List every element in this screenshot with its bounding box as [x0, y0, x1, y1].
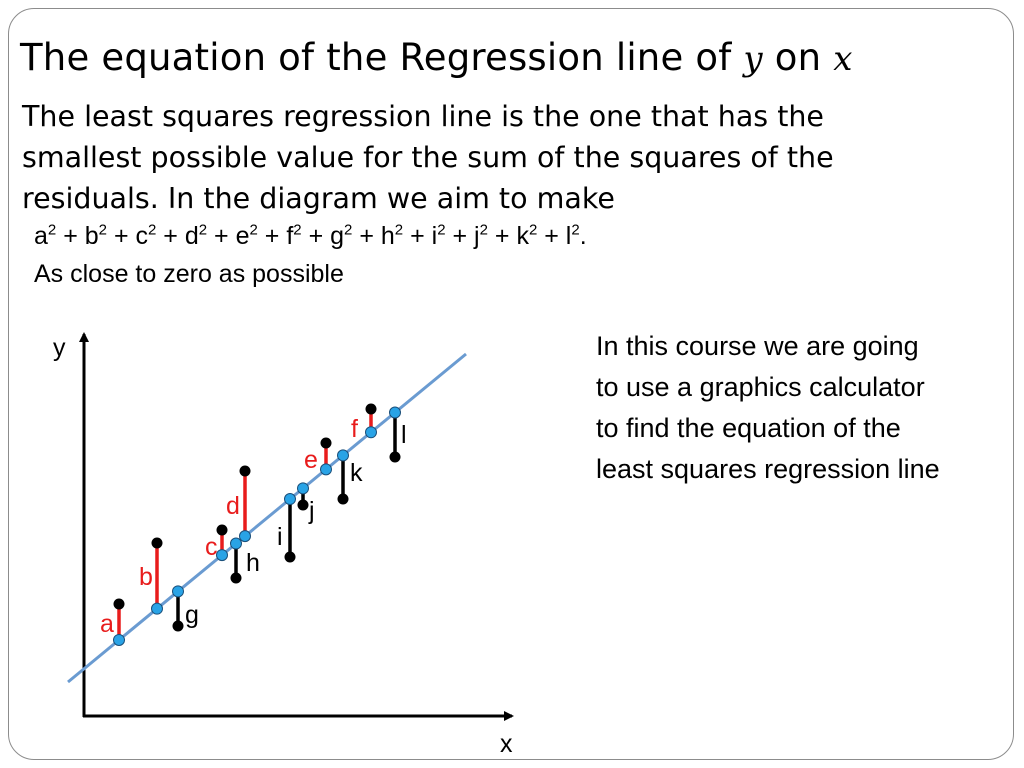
- formula-term-a: a2: [34, 221, 57, 250]
- intro-line-2: smallest possible value for the sum of t…: [22, 141, 834, 174]
- data-point-k: [337, 493, 349, 505]
- formula-term-i: i2: [431, 221, 446, 250]
- slide-frame: [8, 8, 1014, 760]
- slide-title: The equation of the Regression line of y…: [20, 36, 1010, 79]
- fitted-point-j: [297, 482, 309, 495]
- data-point-d: [239, 465, 251, 477]
- formula-term-d: d2: [184, 221, 208, 250]
- formula-term-g: g2: [330, 221, 353, 250]
- residual-label-j: j: [308, 497, 315, 525]
- fitted-point-b: [151, 602, 163, 615]
- regression-line: [67, 352, 467, 684]
- formula-plus: +: [257, 222, 287, 250]
- data-point-b: [151, 537, 163, 549]
- data-point-f: [365, 403, 377, 415]
- formula-power: 2: [249, 221, 258, 239]
- fitted-point-a: [113, 633, 125, 646]
- fitted-point-d: [239, 530, 251, 543]
- data-point-i: [284, 551, 296, 563]
- formula-power: 2: [344, 221, 353, 239]
- formula-plus: +: [107, 222, 136, 250]
- intro-line-1: The least squares regression line is the…: [22, 100, 824, 133]
- data-point-j: [297, 499, 309, 511]
- side-note-line-2: to use a graphics calculator: [596, 372, 925, 402]
- residual-label-a: a: [100, 610, 114, 638]
- intro-line-3: residuals. In the diagram we aim to make: [22, 182, 615, 215]
- fitted-point-h: [230, 537, 242, 550]
- fitted-point-f: [365, 426, 377, 439]
- formula-term-b: b2: [84, 221, 107, 250]
- residual-label-h: h: [246, 549, 260, 577]
- formula-term-h: h2: [380, 221, 404, 250]
- formula-power: 2: [98, 221, 107, 239]
- formula-power: 2: [394, 221, 404, 239]
- residual-label-g: g: [185, 601, 199, 629]
- formula-plus: +: [352, 222, 381, 250]
- data-point-h: [230, 572, 242, 584]
- fitted-point-l: [389, 406, 401, 419]
- formula-power: 2: [198, 221, 208, 239]
- title-on: on: [762, 36, 834, 79]
- formula-power: 2: [528, 221, 538, 239]
- fitted-point-g: [172, 585, 184, 598]
- formula-plus: +: [207, 222, 236, 250]
- formula-term-e: e2: [235, 221, 258, 250]
- residual-label-i: i: [277, 523, 283, 551]
- fitted-point-e: [320, 463, 332, 476]
- formula-power: 2: [148, 221, 157, 239]
- data-point-a: [113, 598, 125, 610]
- x-axis-label: x: [500, 730, 513, 758]
- residual-label-l: l: [401, 421, 407, 449]
- data-point-c: [216, 524, 228, 536]
- residual-label-c: c: [205, 533, 218, 561]
- sum-of-squares-formula: a2 + b2 + c2 + d2 + e2 + f2 + g2 + h2 + …: [34, 222, 587, 251]
- side-note-line-3: to find the equation of the: [596, 413, 901, 443]
- formula-term-c: c2: [135, 221, 157, 250]
- data-point-l: [389, 451, 401, 463]
- title-var-y: y: [743, 39, 763, 79]
- formula-term-k: k2: [516, 221, 538, 250]
- side-note-line-1: In this course we are going: [596, 331, 919, 361]
- formula-plus: +: [537, 222, 566, 250]
- fitted-point-i: [284, 493, 296, 506]
- formula-term-j: j2: [474, 221, 488, 250]
- formula-power: 2: [47, 221, 57, 239]
- side-note: In this course we are going to use a gra…: [596, 326, 1006, 490]
- formula-term-f: f2: [286, 221, 302, 250]
- data-point-e: [320, 437, 332, 449]
- formula-plus: +: [403, 222, 432, 250]
- residual-label-k: k: [350, 459, 363, 487]
- close-to-zero-text: As close to zero as possible: [34, 260, 344, 288]
- fitted-point-k: [337, 449, 349, 462]
- formula-period: .: [579, 222, 587, 250]
- formula-plus: +: [445, 222, 475, 250]
- residual-label-b: b: [139, 563, 153, 591]
- intro-paragraph: The least squares regression line is the…: [22, 96, 982, 219]
- fitted-point-c: [216, 549, 228, 562]
- formula-plus: +: [487, 222, 517, 250]
- y-axis-label: y: [53, 334, 66, 362]
- formula-plus: +: [56, 222, 85, 250]
- formula-power: 2: [437, 221, 446, 239]
- formula-term-l: l2: [565, 221, 580, 250]
- side-note-line-4: least squares regression line: [596, 454, 940, 484]
- residuals: ab g ch d ije kf l: [100, 403, 407, 646]
- formula-plus: +: [301, 222, 331, 250]
- title-text: The equation of the Regression line of: [20, 36, 744, 79]
- residual-label-d: d: [226, 492, 240, 520]
- formula-power: 2: [571, 221, 580, 239]
- formula-power: 2: [479, 221, 488, 239]
- formula-plus: +: [156, 222, 185, 250]
- residual-label-f: f: [351, 415, 358, 443]
- title-var-x: x: [833, 39, 853, 79]
- residual-label-e: e: [304, 446, 318, 474]
- data-point-g: [172, 620, 184, 632]
- formula-power: 2: [293, 221, 302, 239]
